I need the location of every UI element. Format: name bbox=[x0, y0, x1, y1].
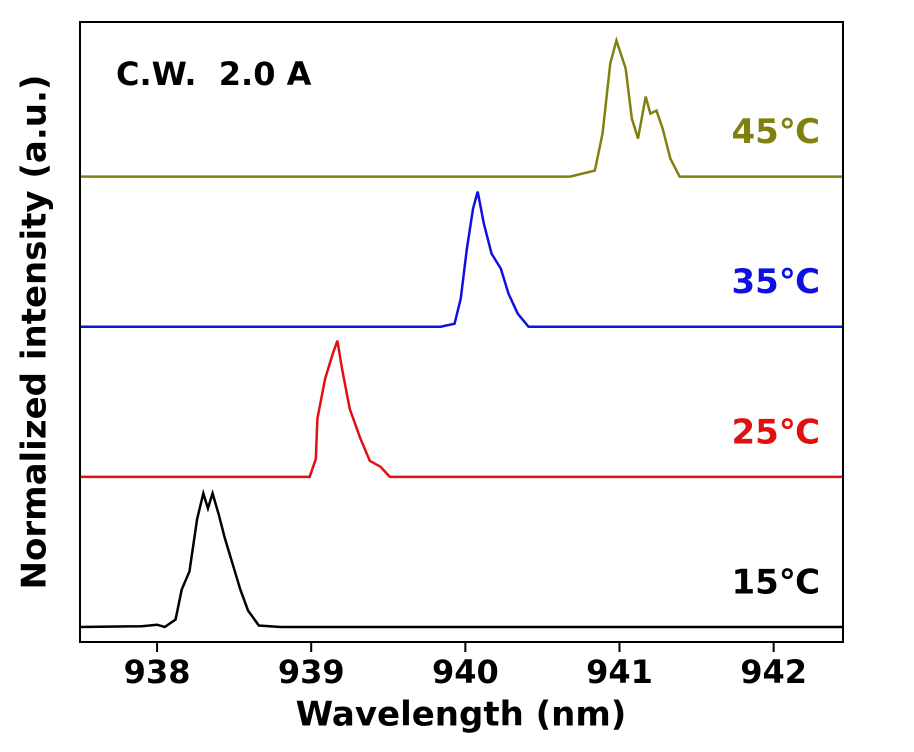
series-label: 35℃ bbox=[732, 262, 821, 302]
series-label: 45℃ bbox=[732, 112, 821, 152]
series-label: 25℃ bbox=[732, 412, 821, 452]
x-tick-label: 940 bbox=[432, 653, 499, 691]
spectrum-line bbox=[80, 340, 843, 479]
series-label: 15℃ bbox=[732, 562, 821, 602]
plot-frame bbox=[79, 21, 844, 643]
x-tick-label: 942 bbox=[740, 653, 807, 691]
y-axis-label: Normalized intensity (a.u.) bbox=[15, 75, 55, 590]
spectrum-line bbox=[80, 36, 843, 178]
x-tick-label: 938 bbox=[124, 653, 191, 691]
annotation: C.W. 2.0 A bbox=[116, 55, 312, 93]
x-axis-label: Wavelength (nm) bbox=[296, 695, 627, 735]
spectrum-line bbox=[80, 191, 843, 328]
x-tick-label: 941 bbox=[586, 653, 653, 691]
x-tick-label: 939 bbox=[278, 653, 345, 691]
spectrum-line bbox=[79, 488, 843, 629]
